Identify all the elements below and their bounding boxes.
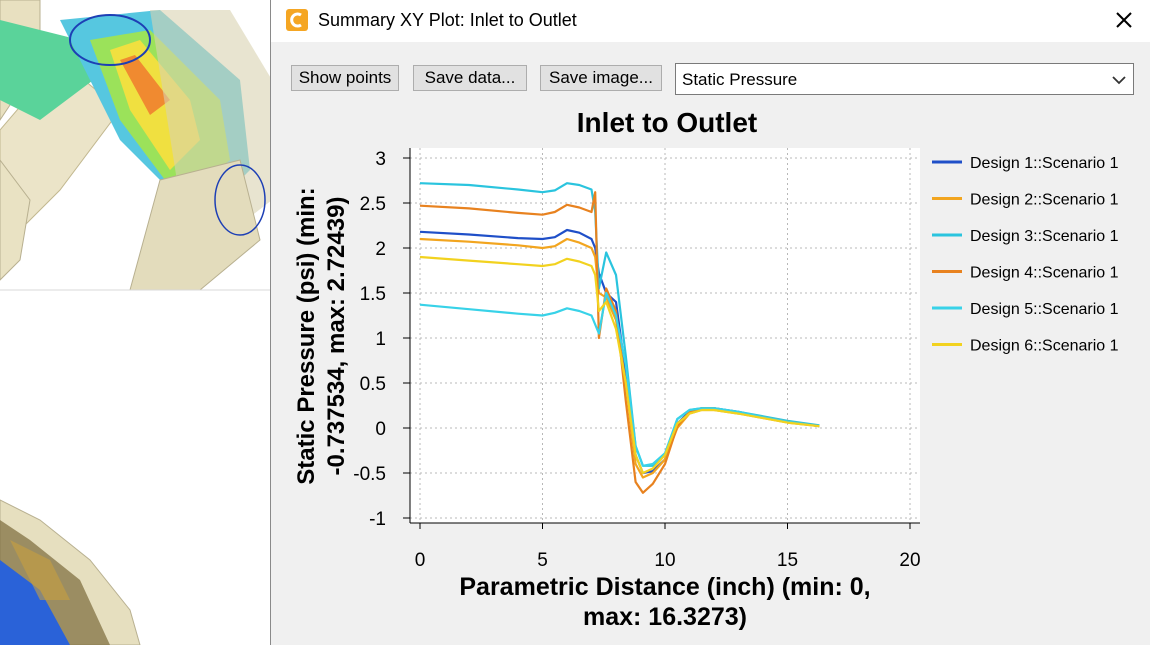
y-tick-label: 1.5 (360, 284, 386, 305)
x-axis-ticks: 0 5 10 15 20 (415, 523, 921, 571)
y-axis-label-line-2: -0.737534, max: 2.72439) (323, 197, 350, 476)
y-tick-label: 0 (375, 419, 386, 440)
series-line-design-6 (419, 255, 820, 475)
legend-entry-label: Design 1::Scenario 1 (970, 155, 1119, 172)
series-line-design-5 (419, 291, 820, 467)
x-tick-label: 5 (537, 550, 548, 571)
legend-entry-label: Design 6::Scenario 1 (970, 338, 1119, 355)
y-tick-label: 3 (375, 149, 386, 170)
xy-plot-chart: Inlet to Outlet -1 -0.5 0 0.5 1 1.5 2 2.5 3 0 5 10… (293, 107, 1119, 631)
x-tick-label: 10 (654, 550, 675, 571)
save-image-button[interactable]: Save image... (540, 65, 662, 91)
y-axis-label: Static Pressure (psi) (min: -0.737534, m… (293, 187, 350, 484)
window-title: Summary XY Plot: Inlet to Outlet (318, 10, 577, 30)
y-tick-label: -0.5 (353, 464, 386, 485)
y-tick-label: 2.5 (360, 194, 386, 215)
model-viewport[interactable] (0, 0, 272, 645)
legend-entry-label: Design 2::Scenario 1 (970, 192, 1119, 209)
legend-entry-label: Design 3::Scenario 1 (970, 228, 1119, 245)
x-axis-label-line-2: max: 16.3273) (583, 603, 747, 631)
y-tick-label: -1 (369, 509, 386, 530)
show-points-button[interactable]: Show points (291, 65, 399, 91)
chevron-down-icon (1112, 76, 1126, 85)
variable-select[interactable]: Static Pressure (675, 63, 1134, 95)
close-icon[interactable] (1111, 7, 1137, 33)
y-tick-label: 1 (375, 329, 386, 350)
y-axis-ticks: -1 -0.5 0 0.5 1 1.5 2 2.5 3 (353, 149, 410, 530)
title-bar[interactable]: Summary XY Plot: Inlet to Outlet (271, 0, 1150, 42)
grid-lines (410, 148, 920, 523)
x-tick-label: 20 (899, 550, 920, 571)
y-tick-label: 2 (375, 239, 386, 260)
x-tick-label: 0 (415, 550, 426, 571)
series-lines (419, 182, 820, 494)
app-c-logo-icon (286, 9, 308, 31)
legend-entry-label: Design 5::Scenario 1 (970, 301, 1119, 318)
variable-select-value: Static Pressure (682, 70, 798, 89)
legend-entry-label: Design 4::Scenario 1 (970, 265, 1119, 282)
x-tick-label: 15 (777, 550, 798, 571)
y-tick-label: 0.5 (360, 374, 386, 395)
y-axis-label-line-1: Static Pressure (psi) (min: (293, 187, 320, 484)
chart-title: Inlet to Outlet (577, 107, 757, 138)
x-axis-label-line-1: Parametric Distance (inch) (min: 0, (459, 573, 870, 601)
save-data-button[interactable]: Save data... (413, 65, 527, 91)
pipe-model-render (0, 0, 272, 645)
